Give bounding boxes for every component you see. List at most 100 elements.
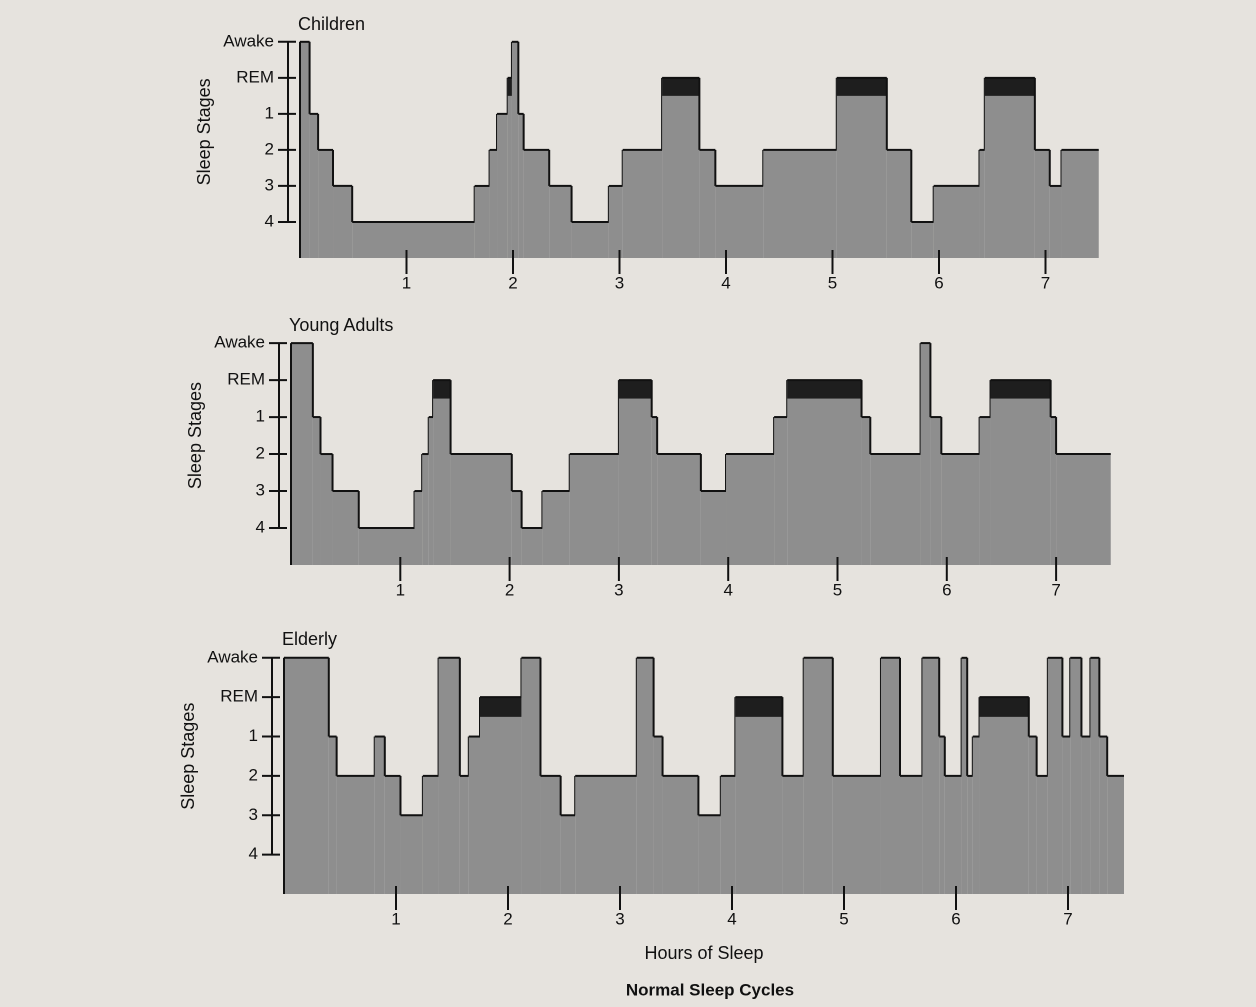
stage-segment: [570, 454, 619, 565]
rem-band: [735, 697, 782, 717]
stage-segment: [1029, 737, 1037, 894]
y-tick-label: 1: [249, 726, 258, 745]
stage-segment: [657, 454, 701, 565]
x-tick-label: 4: [723, 580, 732, 599]
stage-segment: [699, 150, 715, 258]
y-tick-label: 1: [256, 407, 265, 426]
stage-segment: [980, 697, 1029, 894]
y-tick-label: Awake: [207, 647, 258, 666]
stage-segment: [460, 776, 469, 894]
stage-segment: [973, 737, 980, 894]
stage-segment: [623, 150, 662, 258]
stage-segment: [619, 380, 652, 565]
panel-title: Children: [298, 14, 365, 34]
stage-segment: [1099, 737, 1107, 894]
x-tick-label: 3: [615, 909, 624, 928]
x-tick-label: 5: [828, 273, 837, 292]
x-tick-label: 6: [934, 273, 943, 292]
stage-segment: [561, 815, 576, 894]
stage-segment: [662, 78, 699, 258]
stage-segment: [782, 776, 803, 894]
stage-segment: [930, 417, 941, 565]
stage-segment: [1048, 658, 1063, 894]
x-tick-label: 3: [614, 580, 623, 599]
stage-segment: [1050, 186, 1062, 258]
stage-segment: [422, 454, 429, 565]
stage-segment: [763, 150, 836, 258]
rem-band: [508, 78, 512, 96]
stage-segment: [654, 737, 663, 894]
stage-segment: [787, 380, 861, 565]
stage-segment: [881, 658, 900, 894]
stage-segment: [284, 658, 329, 894]
y-tick-label: REM: [236, 67, 274, 86]
y-tick-label: Awake: [214, 333, 265, 352]
stage-segment: [522, 528, 543, 565]
stage-segment: [945, 776, 962, 894]
x-tick-label: 5: [839, 909, 848, 928]
panel: Young AdultsSleep StagesAwakeREM12341234…: [185, 315, 1111, 600]
y-tick-label: 3: [265, 175, 274, 194]
panel-title: Elderly: [282, 629, 337, 649]
stage-segment: [922, 658, 939, 894]
stage-segment: [318, 150, 333, 258]
stage-segment: [300, 42, 310, 258]
stage-segment: [540, 776, 560, 894]
stage-segment: [701, 491, 726, 565]
stage-segment: [433, 380, 450, 565]
stage-segment: [1070, 658, 1081, 894]
x-tick-label: 3: [615, 273, 624, 292]
stage-segment: [934, 186, 980, 258]
y-tick-label: REM: [227, 370, 265, 389]
stage-segment: [352, 222, 474, 258]
stage-segment: [1061, 150, 1098, 258]
stage-segment: [310, 114, 319, 258]
y-axis-label: Sleep Stages: [178, 703, 198, 810]
x-tick-label: 6: [942, 580, 951, 599]
stage-segment: [313, 417, 321, 565]
stage-segment: [870, 454, 920, 565]
rem-band: [619, 380, 652, 398]
y-tick-label: 4: [256, 518, 265, 537]
rem-band: [980, 697, 1029, 717]
stage-segment: [979, 150, 984, 258]
stage-segment: [469, 737, 480, 894]
y-tick-label: REM: [220, 687, 258, 706]
stage-segment: [321, 454, 333, 565]
x-tick-label: 1: [391, 909, 400, 928]
stage-segment: [721, 776, 736, 894]
stage-segment: [609, 186, 623, 258]
rem-band: [787, 380, 861, 398]
rem-band: [985, 78, 1035, 96]
rem-band: [433, 380, 450, 398]
stage-segment: [451, 454, 512, 565]
y-tick-label: Awake: [223, 31, 274, 50]
stage-segment: [774, 417, 787, 565]
x-tick-label: 1: [402, 273, 411, 292]
figure: Normal Sleep Cycles Children Sleep Stages…: [0, 0, 1256, 1002]
stage-segment: [698, 815, 720, 894]
stage-segment: [385, 776, 401, 894]
stage-segment: [521, 658, 540, 894]
stage-segment: [833, 776, 881, 894]
stage-segment: [512, 491, 522, 565]
stage-segment: [837, 78, 887, 258]
caption: Normal Sleep Cycles: [626, 980, 794, 999]
stage-segment: [1090, 658, 1099, 894]
y-tick-label: 2: [265, 139, 274, 158]
stage-segment: [900, 776, 922, 894]
y-tick-label: 3: [256, 481, 265, 500]
stage-segment: [735, 697, 782, 894]
y-tick-label: 3: [249, 805, 258, 824]
stage-segment: [575, 776, 637, 894]
stage-segment: [1081, 737, 1090, 894]
stage-segment: [359, 528, 415, 565]
x-tick-label: 2: [508, 273, 517, 292]
x-tick-label: 7: [1051, 580, 1060, 599]
stage-segment: [941, 454, 979, 565]
stage-segment: [291, 343, 313, 565]
stage-segment: [333, 186, 352, 258]
rem-band: [837, 78, 887, 96]
